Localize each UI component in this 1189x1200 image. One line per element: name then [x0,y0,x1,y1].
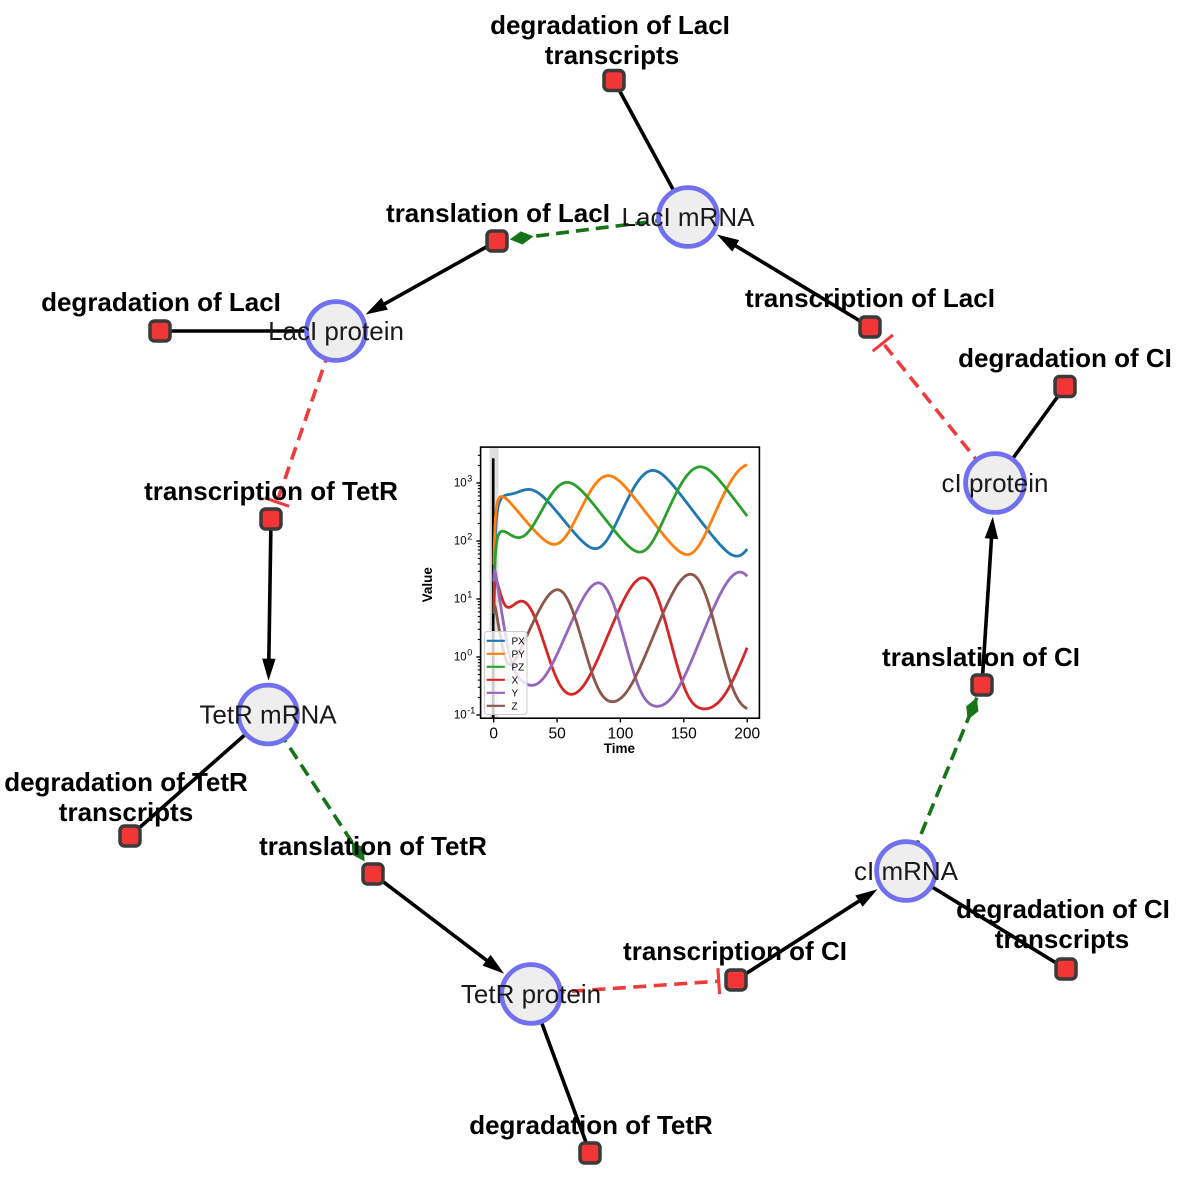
svg-text:0: 0 [467,647,472,657]
svg-text:translation of LacI: translation of LacI [386,198,610,228]
svg-text:100: 100 [607,726,633,743]
svg-text:10: 10 [454,535,467,547]
svg-text:degradation of CI: degradation of CI [958,343,1172,373]
svg-text:transcripts: transcripts [59,797,193,827]
svg-text:200: 200 [734,726,760,743]
svg-text:transcripts: transcripts [995,924,1129,954]
svg-text:Z: Z [512,701,518,712]
svg-text:PY: PY [512,649,526,660]
svg-text:0: 0 [489,726,498,743]
svg-text:10: 10 [454,651,467,663]
svg-text:10: 10 [454,593,467,605]
svg-text:TetR protein: TetR protein [461,979,601,1009]
svg-text:150: 150 [671,726,697,743]
svg-text:translation of TetR: translation of TetR [259,831,487,861]
svg-text:transcription of TetR: transcription of TetR [144,476,398,506]
svg-text:degradation of TetR: degradation of TetR [469,1110,713,1140]
svg-text:10: 10 [454,709,467,721]
svg-text:degradation of LacI: degradation of LacI [490,10,730,40]
svg-text:LacI protein: LacI protein [268,316,404,346]
svg-text:10: 10 [454,477,467,489]
svg-text:degradation of TetR: degradation of TetR [4,767,248,797]
svg-text:X: X [512,675,519,686]
svg-text:-1: -1 [467,705,475,715]
svg-text:cI mRNA: cI mRNA [854,856,959,886]
svg-text:transcription of LacI: transcription of LacI [745,283,995,313]
svg-text:50: 50 [548,726,566,743]
svg-text:TetR mRNA: TetR mRNA [199,700,337,730]
svg-text:translation of CI: translation of CI [882,642,1080,672]
svg-text:PX: PX [512,636,526,647]
svg-text:LacI mRNA: LacI mRNA [622,202,756,232]
svg-text:degradation of CI: degradation of CI [956,894,1170,924]
svg-text:1: 1 [467,589,472,599]
svg-text:Value: Value [420,567,435,603]
svg-text:2: 2 [467,531,472,541]
svg-text:cI protein: cI protein [942,468,1049,498]
svg-text:PZ: PZ [512,662,525,673]
svg-text:Time: Time [604,741,636,756]
svg-text:3: 3 [467,473,472,483]
svg-text:transcription of CI: transcription of CI [623,936,847,966]
svg-text:Y: Y [512,688,519,699]
svg-text:degradation of LacI: degradation of LacI [41,287,281,317]
svg-text:transcripts: transcripts [545,40,679,70]
